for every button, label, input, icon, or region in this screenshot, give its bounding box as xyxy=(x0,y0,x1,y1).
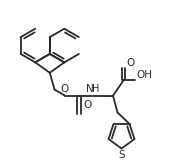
Text: N: N xyxy=(86,84,94,94)
Text: O: O xyxy=(126,58,135,68)
Text: OH: OH xyxy=(136,70,152,80)
Text: H: H xyxy=(92,84,100,94)
Text: O: O xyxy=(83,100,91,110)
Text: O: O xyxy=(61,84,69,94)
Text: S: S xyxy=(118,150,125,160)
